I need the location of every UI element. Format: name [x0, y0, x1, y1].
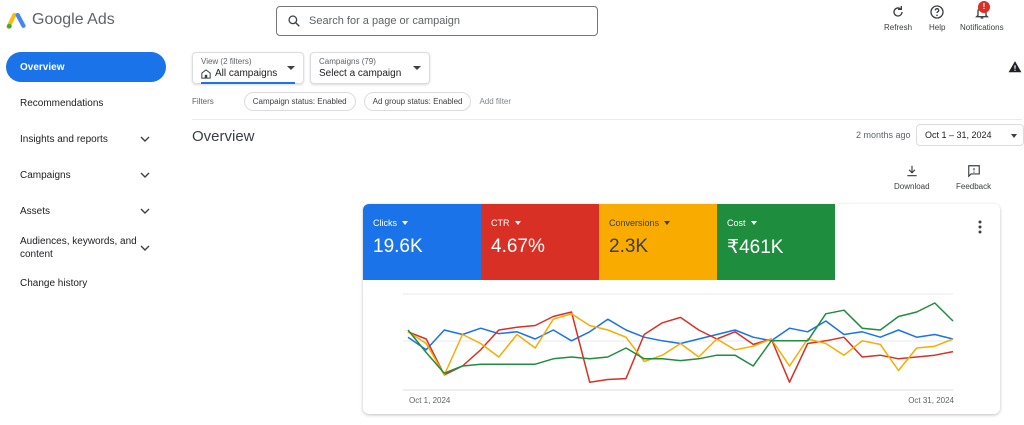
filter-chip-campaign-status[interactable]: Campaign status: Enabled: [243, 92, 356, 111]
metric-name: Clicks: [373, 218, 397, 228]
metric-name: Cost: [727, 218, 746, 228]
sidebar-item-label: Change history: [20, 277, 88, 289]
feedback-button[interactable]: Feedback: [956, 164, 991, 191]
chevron-down-icon: [140, 208, 150, 214]
help-icon: [930, 5, 944, 19]
sidebar-item-insights-and-reports[interactable]: Insights and reports: [6, 132, 166, 146]
add-filter-button[interactable]: Add filter: [479, 97, 512, 106]
dropdown-caret-icon: [413, 66, 421, 70]
metric-name: Conversions: [609, 218, 660, 228]
metric-tile-clicks[interactable]: Clicks 19.6K: [363, 204, 481, 280]
x-axis-end-label: Oct 31, 2024: [908, 396, 954, 405]
sidebar-item-label: Insights and reports: [20, 133, 108, 145]
page-title: Overview: [192, 128, 255, 145]
warning-icon[interactable]: [1008, 60, 1022, 74]
refresh-icon: [893, 6, 903, 17]
metric-name-row: Conversions: [609, 218, 707, 228]
metric-value: 19.6K: [373, 236, 423, 257]
campaigns-dropdown[interactable]: Campaigns (79) Select a campaign: [310, 52, 430, 84]
sidebar-item-overview[interactable]: Overview: [6, 52, 166, 82]
view-dropdown-caption: View (2 filters): [201, 57, 252, 66]
view-dropdown-underline: [201, 82, 295, 84]
search-box[interactable]: [276, 6, 598, 36]
chevron-down-icon: [140, 245, 150, 251]
x-axis-start-label: Oct 1, 2024: [409, 396, 451, 405]
metric-tile-ctr[interactable]: CTR 4.67%: [481, 204, 599, 280]
caret-down-icon: [514, 221, 521, 225]
series-line-cost: [407, 302, 954, 374]
dropdown-caret-icon: [287, 66, 295, 70]
series-line-conversions: [407, 313, 954, 376]
sidebar-item-label: Assets: [20, 205, 51, 217]
campaigns-dropdown-caption: Campaigns (79): [319, 57, 376, 66]
sidebar-item-label: Campaigns: [20, 169, 71, 181]
metric-value: ₹461K: [727, 237, 784, 258]
metric-name: CTR: [491, 218, 510, 228]
refresh-button[interactable]: Refresh: [884, 4, 912, 32]
download-icon: [907, 165, 917, 177]
series-line-clicks: [407, 318, 954, 351]
view-dropdown[interactable]: View (2 filters) All campaigns: [192, 52, 304, 84]
sidebar-item-recommendations[interactable]: Recommendations: [6, 96, 166, 110]
google-ads-logo[interactable]: Google Ads: [6, 10, 115, 30]
help-button[interactable]: Help: [929, 4, 945, 32]
sidebar-item-audiences[interactable]: Audiences, keywords, and content: [6, 234, 150, 262]
metric-tile-cost[interactable]: Cost ₹461K: [717, 204, 835, 280]
notifications-button[interactable]: ! Notifications: [960, 1, 1004, 32]
caret-down-icon: [750, 221, 757, 225]
app-title: Google Ads: [32, 11, 115, 28]
view-dropdown-value: All campaigns: [215, 68, 278, 79]
date-range-value: Oct 1 – 31, 2024: [925, 130, 992, 140]
store-icon: [201, 68, 211, 79]
chevron-down-icon: [140, 136, 150, 142]
sidebar-item-label: Audiences, keywords, and content: [20, 236, 137, 260]
top-bar: Google Ads Refresh Help ! Notifications: [0, 0, 1024, 44]
sidebar-item-assets[interactable]: Assets: [6, 204, 166, 218]
more-options-icon[interactable]: [978, 220, 982, 234]
metric-tile-conversions[interactable]: Conversions 2.3K: [599, 204, 717, 280]
sidebar: Overview Recommendations Insights and re…: [0, 44, 172, 425]
caret-down-icon: [664, 221, 671, 225]
search-icon: [288, 15, 300, 27]
view-dropdown-value-row: All campaigns: [201, 68, 295, 79]
metric-value: 4.67%: [491, 236, 545, 257]
series-line-ctr: [407, 311, 954, 383]
google-ads-logo-icon: [6, 12, 26, 29]
date-relative-label: 2 months ago: [856, 130, 911, 140]
download-label: Download: [894, 182, 930, 191]
performance-line-chart: Oct 1, 2024 Oct 31, 2024: [403, 293, 955, 405]
metric-name-row: Clicks: [373, 218, 471, 228]
filters-label: Filters: [192, 97, 214, 106]
download-button[interactable]: Download: [894, 164, 930, 191]
chevron-down-icon: [140, 172, 150, 178]
notification-badge: !: [978, 1, 990, 13]
campaigns-dropdown-value: Select a campaign: [319, 68, 402, 79]
sidebar-item-label: Overview: [20, 61, 65, 73]
metric-name-row: Cost: [727, 218, 825, 228]
sidebar-item-campaigns[interactable]: Campaigns: [6, 168, 166, 182]
feedback-label: Feedback: [956, 182, 992, 191]
help-label: Help: [929, 23, 946, 32]
caret-down-icon: [402, 221, 408, 225]
metric-value: 2.3K: [609, 236, 649, 257]
main-content: View (2 filters) All campaigns Campaigns…: [180, 44, 1024, 425]
performance-card: Clicks 19.6K CTR 4.67% Conversions 2.3K …: [363, 204, 1000, 414]
sidebar-item-label: Recommendations: [20, 97, 104, 109]
filters-bar: Filters Campaign status: Enabled Ad grou…: [192, 92, 511, 111]
search-input[interactable]: [309, 15, 579, 27]
divider: [192, 119, 1022, 120]
date-range-picker[interactable]: Oct 1 – 31, 2024: [916, 124, 1024, 146]
notifications-label: Notifications: [960, 23, 1004, 32]
sidebar-item-change-history[interactable]: Change history: [6, 276, 166, 290]
metric-name-row: CTR: [491, 218, 589, 228]
feedback-icon: [967, 165, 980, 178]
filter-chip-ad-group-status[interactable]: Ad group status: Enabled: [363, 92, 472, 111]
series-layer: [407, 302, 954, 383]
refresh-label: Refresh: [884, 23, 913, 32]
dropdown-caret-icon: [1011, 134, 1017, 138]
